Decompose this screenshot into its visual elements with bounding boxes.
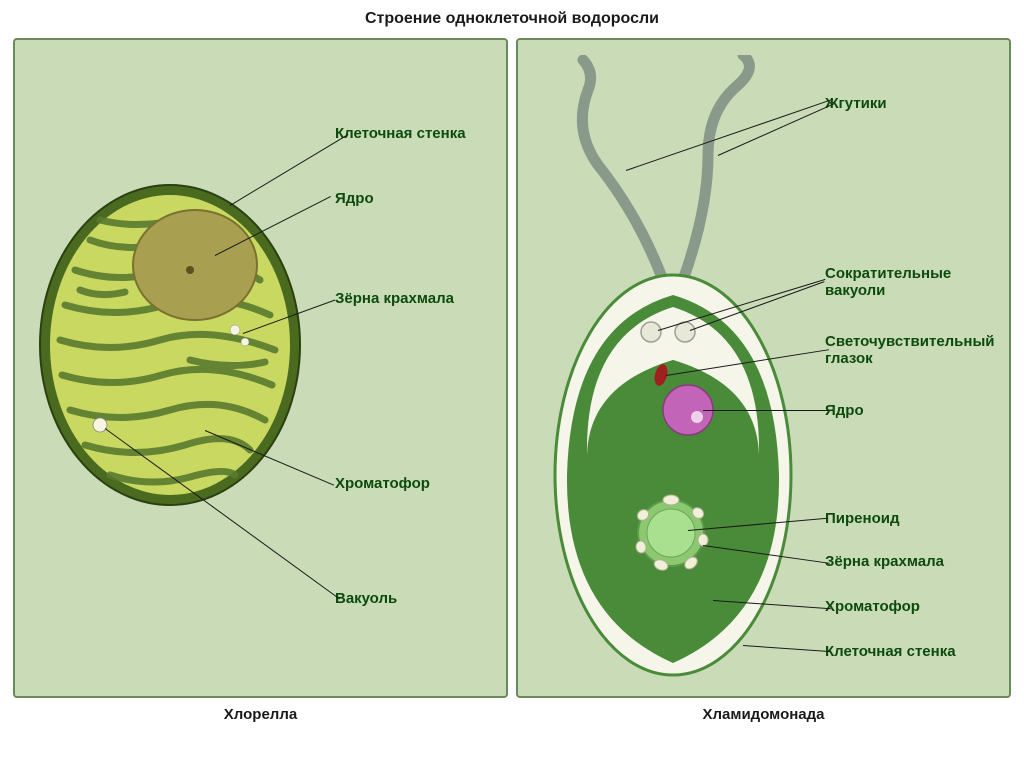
label-vacuole-left: Вакуоль [335, 590, 397, 607]
captions-row: Хлорелла Хламидомонада [0, 698, 1024, 723]
label-nucleus-right: Ядро [825, 402, 864, 419]
label-eyespot: Светочувствительный глазок [825, 333, 995, 367]
caption-chlamydomonas: Хламидомонада [516, 706, 1011, 723]
label-nucleus-left: Ядро [335, 190, 374, 207]
panels-container: Клеточная стенка Ядро Зёрна крахмала Хро… [0, 38, 1024, 698]
label-chromatophore-left: Хроматофор [335, 475, 430, 492]
label-pyrenoid: Пиреноид [825, 510, 899, 527]
chlorella-cell [30, 170, 310, 510]
label-chromatophore-right: Хроматофор [825, 598, 920, 615]
label-starch-right: Зёрна крахмала [825, 553, 944, 570]
caption-chlorella: Хлорелла [13, 706, 508, 723]
panel-chlorella: Клеточная стенка Ядро Зёрна крахмала Хро… [13, 38, 508, 698]
page-title: Строение одноклеточной водоросли [0, 0, 1024, 38]
label-starch-left: Зёрна крахмала [335, 290, 454, 307]
label-cell-wall-right: Клеточная стенка [825, 643, 956, 660]
label-contractile-vacuoles: Сократительные вакуоли [825, 265, 951, 299]
panel-chlamydomonas: Жгутики Сократительные вакуоли Светочувс… [516, 38, 1011, 698]
label-cell-wall-left: Клеточная стенка [335, 125, 466, 142]
